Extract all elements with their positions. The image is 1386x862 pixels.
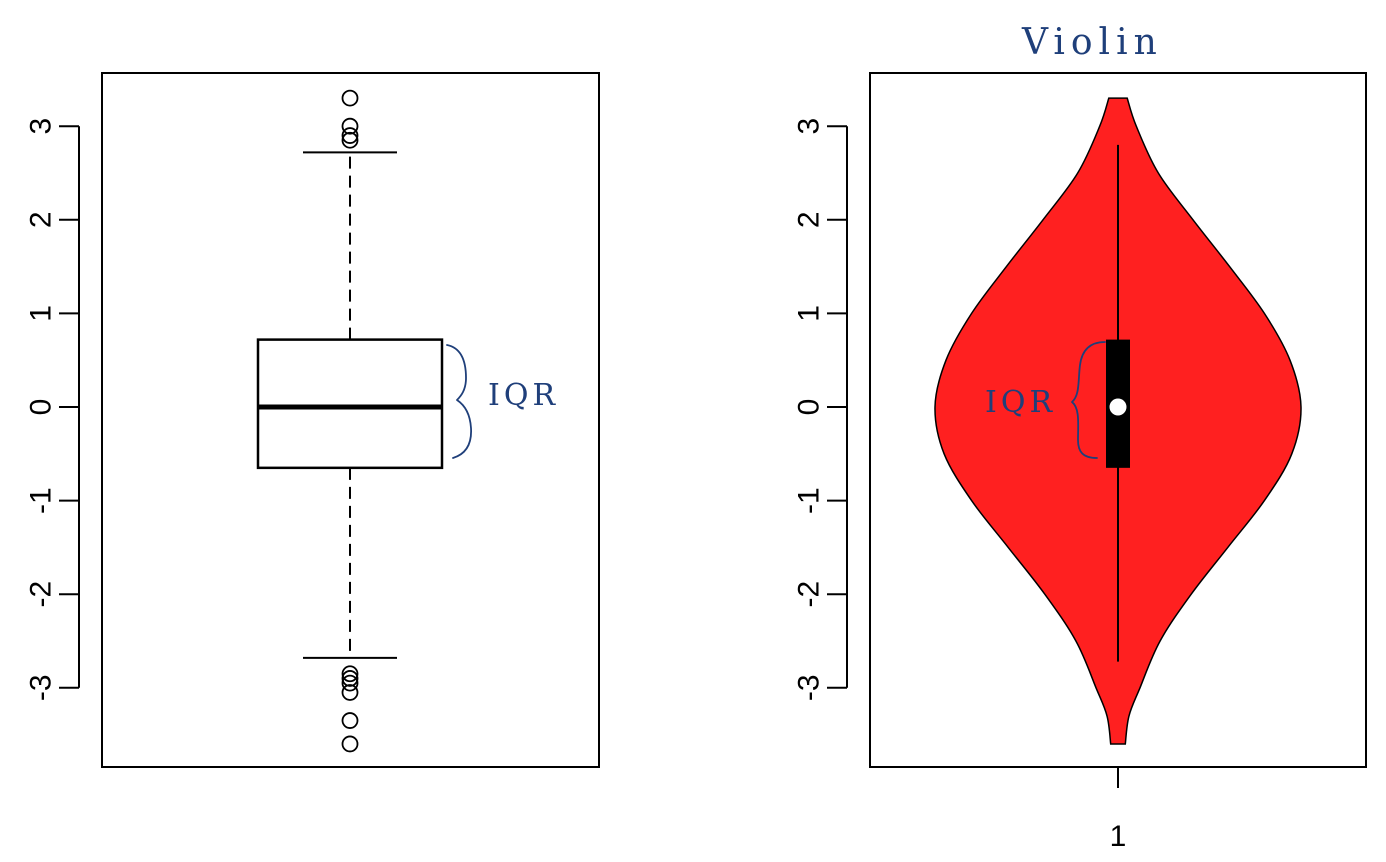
y-tick-label: -2 [793,581,826,608]
box-plot-panel: 3 2 1 0 -1 -2 -3 IQR [25,72,600,768]
outlier-point [341,670,359,687]
y-tick-label: -1 [25,487,58,514]
box-plot-y-axis: 3 2 1 0 -1 -2 -3 [25,118,80,701]
violin-iqr-brace [1071,341,1106,459]
violin-plot-panel: Violin 3 2 1 0 -1 -2 -3 1 IQR [793,22,1367,853]
box-iqr-brace [446,344,472,459]
box-plot-frame [101,72,600,768]
violin-iqr-annotation: IQR [985,341,1106,459]
box-iqr-label: IQR [488,378,559,413]
outlier-point [341,712,359,729]
y-tick-label: -2 [25,581,58,608]
y-tick-label: 2 [793,211,826,228]
iqr-box [256,338,444,470]
y-tick-label: 0 [793,399,826,416]
y-tick-label: 2 [25,211,58,228]
box-plot-marks [256,89,444,753]
outlier-point [341,89,359,107]
y-tick-label: 0 [25,399,58,416]
box-iqr-annotation: IQR [446,344,559,459]
outlier-point [341,131,359,149]
outlier-point [341,674,359,692]
violin-title: Violin [1021,22,1163,63]
y-tick-label: 1 [793,305,826,322]
violin-plot-marks [934,97,1302,745]
violin-iqr-label: IQR [985,385,1056,420]
y-tick-label: 1 [25,305,58,322]
y-tick-label: 3 [793,118,826,135]
outlier-point [341,127,359,144]
y-tick-label: -3 [793,674,826,701]
y-tick-label: -3 [25,674,58,701]
outlier-point [341,684,359,701]
y-tick-label: -1 [793,487,826,514]
outlier-point [341,735,359,753]
violin-plot-y-axis: 3 2 1 0 -1 -2 -3 [793,118,848,701]
y-tick-label: 3 [25,118,58,135]
violin-x-tick-label: 1 [1110,820,1127,853]
violin-median-dot [1109,398,1127,416]
outlier-point [341,117,359,135]
outlier-point [341,665,359,683]
